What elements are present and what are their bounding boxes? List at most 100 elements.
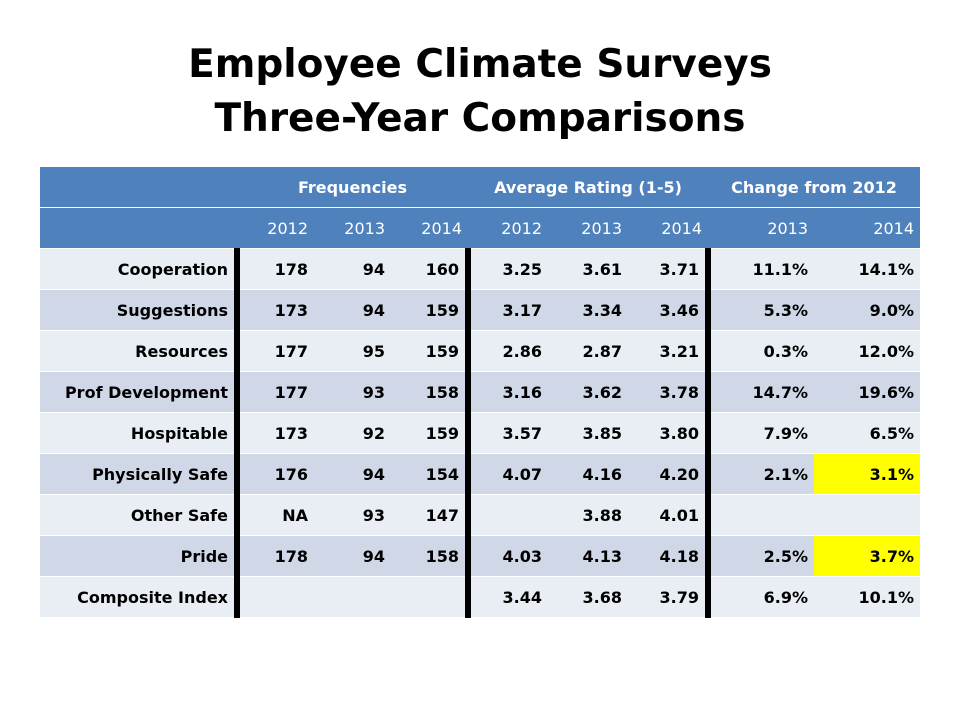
cell-avg-2013: 3.61 [548,248,628,290]
row-label: Other Safe [40,494,237,536]
table-row-cooperation: Cooperation 178 94 160 3.25 3.61 3.71 11… [40,248,921,290]
title-line-2: Three-Year Comparisons [214,96,746,141]
cell-freq-2014: 147 [391,494,468,536]
year-header-empty [40,207,237,249]
cell-freq-2013: 93 [314,371,391,413]
cell-avg-2014: 3.80 [628,412,709,454]
cell-freq-2013: 94 [314,248,391,290]
cell-freq-2012: 178 [234,248,314,290]
table-row-resources: Resources 177 95 159 2.86 2.87 3.21 0.3%… [40,330,921,372]
cell-freq-2013: 93 [314,494,391,536]
row-label: Hospitable [40,412,237,454]
cell-change-2013: 11.1% [705,248,815,290]
row-label: Resources [40,330,237,372]
cell-change-2013: 2.5% [705,535,815,577]
cell-freq-2013: 95 [314,330,391,372]
cell-freq-2012 [234,576,314,618]
row-label: Pride [40,535,237,577]
cell-change-2013: 0.3% [705,330,815,372]
cell-avg-2013: 3.88 [548,494,628,536]
cell-change-2014-highlighted: 3.1% [814,453,921,495]
cell-avg-2012: 4.03 [465,535,548,577]
cell-avg-2013: 3.68 [548,576,628,618]
cell-avg-2014: 4.20 [628,453,709,495]
year-header-change-2013: 2013 [708,207,815,249]
table-row-hospitable: Hospitable 173 92 159 3.57 3.85 3.80 7.9… [40,412,921,454]
year-header-avg-2013: 2013 [548,207,628,249]
cell-avg-2014: 4.01 [628,494,709,536]
cell-freq-2012: 176 [234,453,314,495]
group-header-average-rating: Average Rating (1-5) [468,166,709,208]
cell-avg-2012: 4.07 [465,453,548,495]
table-row-other-safe: Other Safe NA 93 147 3.88 4.01 [40,494,921,536]
year-header-change-2014: 2014 [814,207,921,249]
row-label: Cooperation [40,248,237,290]
year-header-freq-2014: 2014 [391,207,468,249]
year-header-freq-2012: 2012 [237,207,314,249]
cell-freq-2012: 177 [234,371,314,413]
cell-change-2014: 12.0% [814,330,921,372]
cell-change-2013: 14.7% [705,371,815,413]
comparison-table: Frequencies Average Rating (1-5) Change … [40,166,921,618]
row-label: Suggestions [40,289,237,331]
cell-freq-2014: 158 [391,535,468,577]
cell-change-2013: 6.9% [705,576,815,618]
cell-freq-2013: 94 [314,289,391,331]
cell-freq-2012: NA [234,494,314,536]
cell-change-2014: 19.6% [814,371,921,413]
table-row-physically-safe: Physically Safe 176 94 154 4.07 4.16 4.2… [40,453,921,495]
cell-freq-2014: 159 [391,412,468,454]
cell-avg-2014: 3.46 [628,289,709,331]
cell-avg-2013: 3.34 [548,289,628,331]
cell-avg-2013: 4.16 [548,453,628,495]
cell-avg-2012: 3.17 [465,289,548,331]
year-header-avg-2014: 2014 [628,207,709,249]
cell-avg-2014: 4.18 [628,535,709,577]
cell-avg-2014: 3.21 [628,330,709,372]
cell-freq-2014: 158 [391,371,468,413]
cell-avg-2012: 3.16 [465,371,548,413]
cell-avg-2013: 3.85 [548,412,628,454]
year-header-avg-2012: 2012 [468,207,548,249]
group-header-frequencies: Frequencies [237,166,468,208]
table-row-pride: Pride 178 94 158 4.03 4.13 4.18 2.5% 3.7… [40,535,921,577]
comparison-table-container: Frequencies Average Rating (1-5) Change … [40,166,921,618]
year-header-row: 2012 2013 2014 2012 2013 2014 2013 2014 [40,207,921,249]
cell-freq-2014: 159 [391,289,468,331]
cell-freq-2014 [391,576,468,618]
cell-freq-2012: 177 [234,330,314,372]
cell-change-2013: 2.1% [705,453,815,495]
cell-freq-2014: 160 [391,248,468,290]
cell-change-2014: 14.1% [814,248,921,290]
cell-avg-2012: 3.25 [465,248,548,290]
cell-change-2014 [814,494,921,536]
row-label: Composite Index [40,576,237,618]
cell-change-2014-highlighted: 3.7% [814,535,921,577]
cell-avg-2013: 2.87 [548,330,628,372]
cell-change-2014: 6.5% [814,412,921,454]
group-header-row: Frequencies Average Rating (1-5) Change … [40,166,921,208]
cell-avg-2014: 3.71 [628,248,709,290]
group-header-empty [40,166,237,208]
row-label: Physically Safe [40,453,237,495]
table-row-prof-development: Prof Development 177 93 158 3.16 3.62 3.… [40,371,921,413]
cell-freq-2014: 154 [391,453,468,495]
cell-avg-2013: 4.13 [548,535,628,577]
cell-avg-2012: 2.86 [465,330,548,372]
cell-avg-2014: 3.79 [628,576,709,618]
slide-title: Employee Climate Surveys Three-Year Comp… [0,38,960,146]
cell-change-2014: 10.1% [814,576,921,618]
cell-freq-2013: 92 [314,412,391,454]
title-line-1: Employee Climate Surveys [188,42,772,87]
cell-avg-2012: 3.44 [465,576,548,618]
row-label: Prof Development [40,371,237,413]
cell-freq-2013: 94 [314,453,391,495]
cell-change-2013: 5.3% [705,289,815,331]
table-row-composite-index: Composite Index 3.44 3.68 3.79 6.9% 10.1… [40,576,921,618]
cell-avg-2013: 3.62 [548,371,628,413]
group-header-change: Change from 2012 [708,166,921,208]
table-row-suggestions: Suggestions 173 94 159 3.17 3.34 3.46 5.… [40,289,921,331]
cell-avg-2012: 3.57 [465,412,548,454]
cell-freq-2013: 94 [314,535,391,577]
cell-change-2014: 9.0% [814,289,921,331]
